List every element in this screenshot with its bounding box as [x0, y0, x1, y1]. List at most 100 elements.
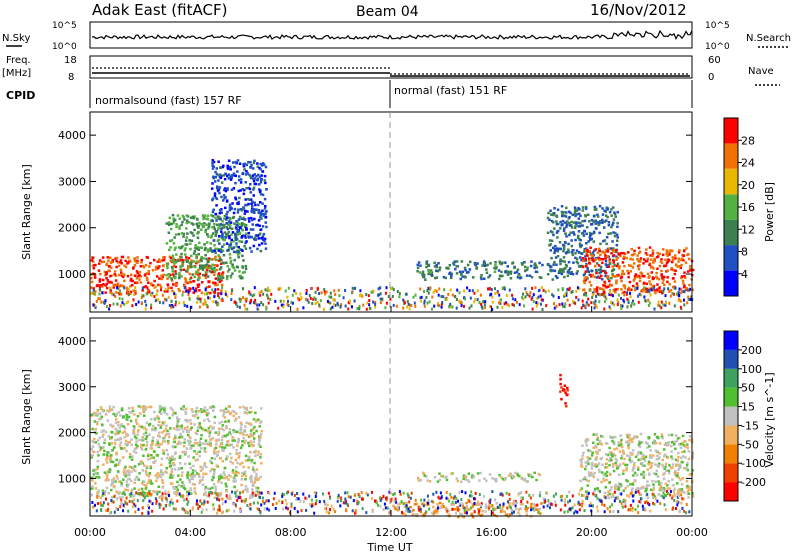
cell [231, 409, 235, 413]
cell [222, 174, 225, 177]
cell [224, 292, 227, 296]
cell [612, 259, 615, 263]
cell [616, 287, 619, 291]
cell [284, 498, 287, 502]
cell [151, 291, 154, 295]
cell [563, 500, 566, 504]
cell [653, 502, 656, 506]
cell [250, 474, 253, 478]
cell [521, 263, 524, 266]
cell [461, 270, 464, 273]
cell [96, 472, 99, 475]
cell [125, 301, 128, 305]
cell [197, 260, 200, 264]
cell [149, 465, 153, 468]
cell [605, 474, 609, 477]
cell [622, 462, 625, 465]
cell [610, 293, 613, 297]
cell [193, 265, 197, 269]
cell [450, 503, 454, 506]
cell [254, 238, 258, 241]
cell [632, 279, 636, 282]
cell [268, 289, 271, 292]
cell [136, 256, 139, 259]
cell [579, 214, 582, 218]
cell [104, 490, 106, 494]
cell [169, 406, 172, 410]
cell [214, 485, 217, 489]
cell [212, 160, 216, 164]
cell [438, 268, 441, 272]
cell [131, 500, 134, 504]
cell [638, 292, 641, 296]
cell [582, 234, 586, 237]
cell [689, 298, 692, 301]
cell [419, 510, 423, 514]
cell [250, 434, 254, 437]
cell [133, 481, 136, 484]
cell [219, 173, 222, 176]
cell [253, 159, 256, 163]
cell [447, 509, 450, 513]
cell [584, 205, 588, 209]
cell [163, 408, 166, 411]
cell [228, 428, 232, 431]
cell [176, 443, 179, 446]
cell [606, 453, 610, 457]
cell [418, 506, 421, 509]
cell [201, 467, 204, 471]
cell [140, 487, 144, 491]
cell [212, 483, 216, 486]
cell [182, 259, 185, 262]
cell [185, 497, 188, 501]
cell [438, 266, 442, 269]
cell [139, 446, 143, 449]
cell [664, 264, 668, 267]
cell [608, 492, 611, 496]
cell [223, 188, 226, 192]
cell [433, 261, 436, 265]
cell [372, 300, 375, 304]
cell [686, 490, 690, 493]
cell [402, 306, 405, 310]
cell [579, 458, 582, 462]
cell [221, 449, 224, 452]
cell [188, 473, 192, 477]
cell [218, 191, 221, 195]
cell [156, 472, 160, 475]
cell [681, 455, 685, 458]
cell [656, 454, 659, 457]
cell [168, 216, 172, 220]
cell [203, 464, 206, 467]
cell [597, 264, 601, 267]
cell [598, 439, 602, 443]
cell [591, 258, 594, 261]
cell [243, 212, 247, 215]
cell [183, 249, 187, 252]
cell [639, 500, 642, 504]
cell [565, 264, 568, 268]
cell [585, 254, 589, 257]
cell [214, 234, 217, 237]
cell [452, 503, 455, 506]
cell [200, 246, 204, 249]
cell [170, 470, 173, 474]
cell [187, 430, 190, 434]
cell [116, 470, 120, 473]
cell [623, 272, 626, 276]
cell [563, 227, 566, 230]
cell [553, 260, 556, 264]
cell [523, 477, 527, 481]
cell [444, 476, 447, 479]
cell [627, 264, 631, 267]
cell [415, 502, 418, 506]
cell [220, 195, 223, 199]
cell [652, 486, 656, 489]
cell [534, 504, 537, 507]
cell [140, 448, 144, 451]
cell [171, 213, 175, 217]
cell [154, 497, 157, 501]
cell [228, 203, 232, 206]
cell [255, 489, 258, 493]
cell [156, 492, 159, 496]
